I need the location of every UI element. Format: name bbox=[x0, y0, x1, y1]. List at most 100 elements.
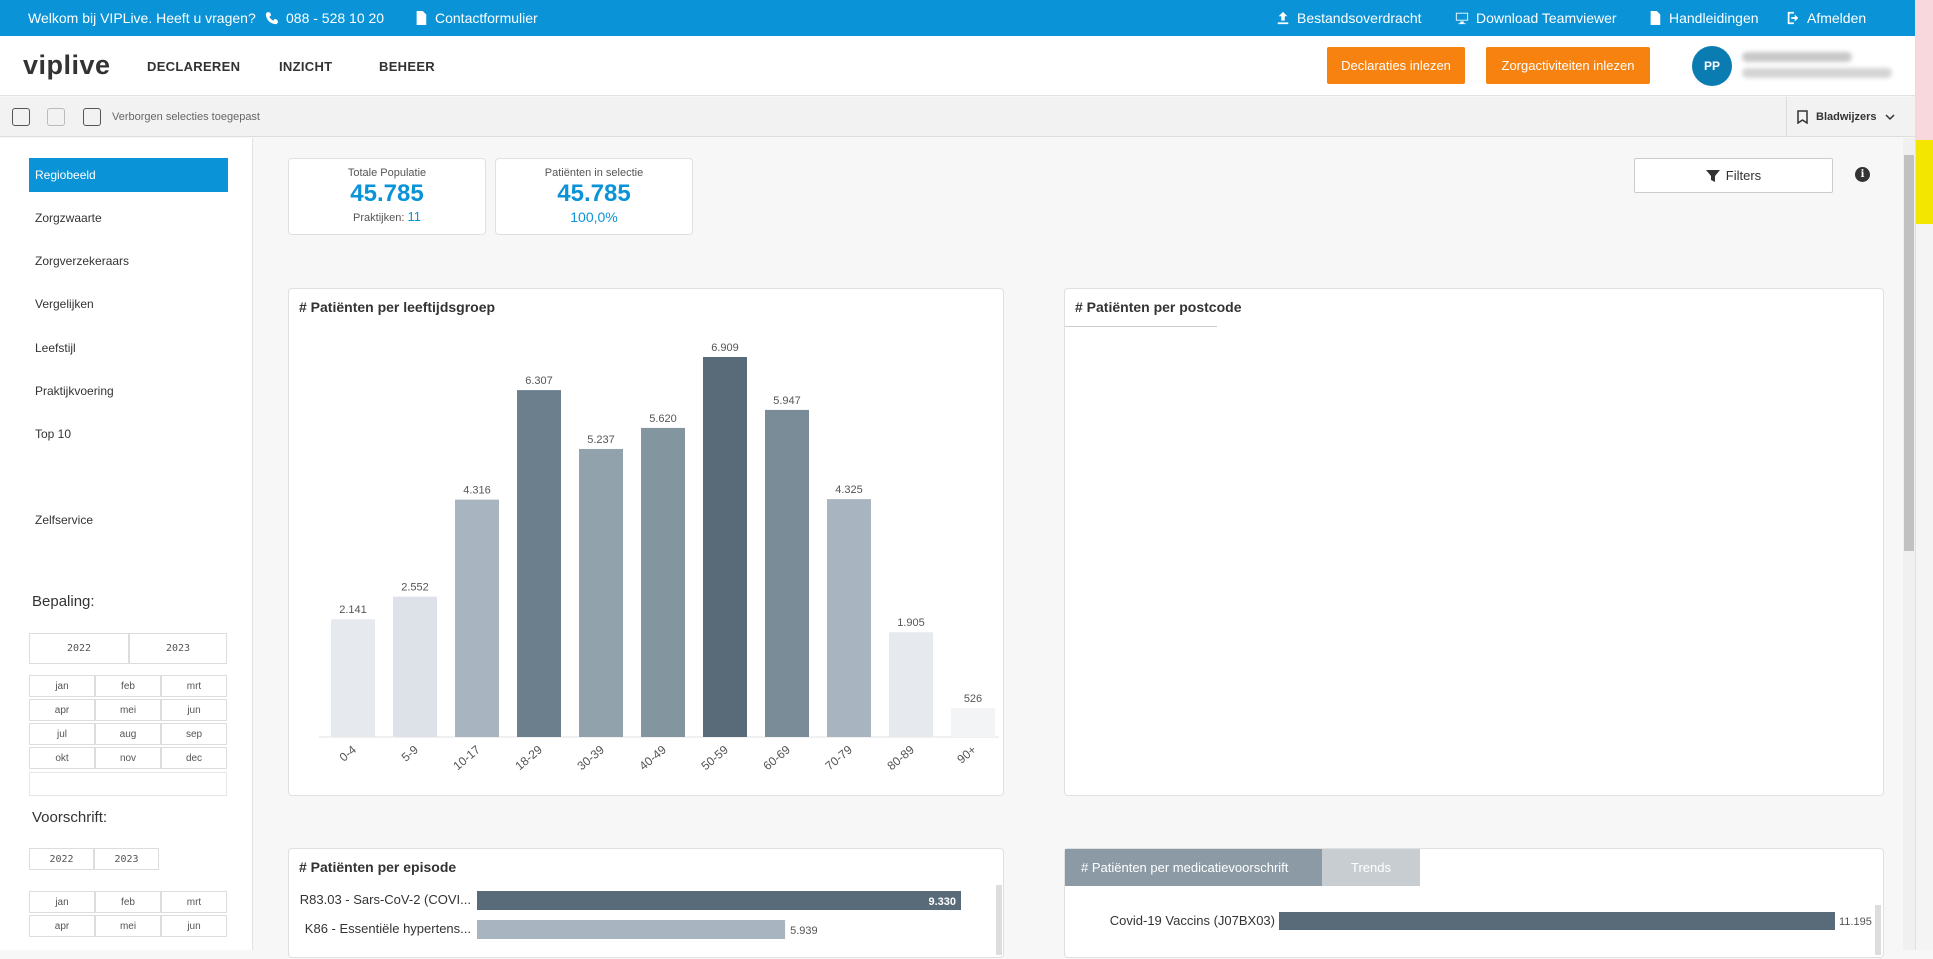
chevron-down-icon bbox=[1885, 114, 1895, 121]
filters-button[interactable]: Filters bbox=[1634, 158, 1833, 193]
bookmark-icon bbox=[1797, 110, 1808, 124]
patients-in-selection-percentage: 100,0% bbox=[570, 209, 618, 225]
sidebar-item-zorgverzekeraars[interactable]: Zorgverzekeraars bbox=[35, 254, 130, 268]
medication-chart-card: # Patiënten per medicatievoorschrift Tre… bbox=[1064, 848, 1884, 958]
welcome-text: Welkom bij VIPLive. Heeft u vragen? bbox=[28, 10, 256, 26]
year-2022[interactable]: 2022 bbox=[29, 848, 94, 870]
month-aug[interactable]: aug bbox=[95, 723, 161, 745]
bar bbox=[827, 499, 871, 737]
tab-medicatievoorschrift[interactable]: # Patiënten per medicatievoorschrift bbox=[1065, 849, 1322, 886]
month-sep[interactable]: sep bbox=[161, 723, 227, 745]
zorgactiviteiten-inlezen-button[interactable]: Zorgactiviteiten inlezen bbox=[1486, 47, 1650, 84]
practices-line: Praktijken: 11 bbox=[289, 209, 485, 224]
month-jun[interactable]: jun bbox=[161, 915, 227, 937]
nav-declareren[interactable]: DECLAREREN bbox=[147, 59, 241, 74]
bar-group: 4.316 10-17 bbox=[450, 485, 499, 773]
medication-scrollbar[interactable] bbox=[1875, 905, 1881, 955]
month-apr[interactable]: apr bbox=[29, 915, 95, 937]
category-tick-label: 18-29 bbox=[512, 742, 545, 773]
bar-value-label: 6.909 bbox=[711, 342, 739, 354]
episode-scrollbar[interactable] bbox=[996, 885, 1002, 955]
bar-value-label: 2.552 bbox=[401, 582, 429, 594]
month-jun[interactable]: jun bbox=[161, 699, 227, 721]
bar-group: 5.620 40-49 bbox=[636, 413, 685, 773]
sidebar-item-vergelijken[interactable]: Vergelijken bbox=[35, 297, 94, 311]
bepaling-empty-row bbox=[29, 772, 227, 796]
document-icon bbox=[1650, 11, 1661, 25]
bar bbox=[889, 632, 933, 737]
monitor-icon bbox=[1455, 12, 1469, 25]
age-chart-title: # Patiënten per leeftijdsgroep bbox=[299, 299, 496, 315]
episode-chart-card: # Patiënten per episode R83.03 - Sars-Co… bbox=[288, 848, 1004, 958]
logout-link[interactable]: Afmelden bbox=[1786, 10, 1866, 26]
patients-in-selection-label: Patiënten in selectie bbox=[544, 167, 644, 179]
declaraties-inlezen-button[interactable]: Declaraties inlezen bbox=[1327, 47, 1465, 84]
back-selection-icon[interactable] bbox=[12, 108, 30, 126]
avatar[interactable]: PP bbox=[1692, 46, 1732, 86]
episode-bar bbox=[477, 891, 961, 910]
bar bbox=[641, 427, 685, 737]
sidebar-item-leefstijl[interactable]: Leefstijl bbox=[35, 341, 76, 355]
page-scrollbar-thumb[interactable] bbox=[1904, 155, 1914, 551]
browser-side-strip bbox=[1915, 0, 1933, 950]
category-tick-label: 50-59 bbox=[698, 742, 731, 773]
month-okt[interactable]: okt bbox=[29, 747, 95, 769]
episode-chart-title: # Patiënten per episode bbox=[299, 859, 457, 875]
month-mei[interactable]: mei bbox=[95, 915, 161, 937]
month-mei[interactable]: mei bbox=[95, 699, 161, 721]
file-transfer-link[interactable]: Bestandsoverdracht bbox=[1276, 10, 1422, 26]
month-mrt[interactable]: mrt bbox=[161, 675, 227, 697]
sidebar-item-zelfservice[interactable]: Zelfservice bbox=[35, 513, 94, 527]
medication-bar bbox=[1279, 912, 1835, 930]
month-feb[interactable]: feb bbox=[95, 891, 161, 913]
bar-value-label: 6.307 bbox=[525, 375, 553, 387]
viplive-logo[interactable]: viplive bbox=[23, 50, 111, 80]
bar-group: 5.237 30-39 bbox=[574, 434, 623, 773]
tab-trends[interactable]: Trends bbox=[1322, 849, 1420, 886]
month-jan[interactable]: jan bbox=[29, 675, 95, 697]
nav-beheer[interactable]: BEHEER bbox=[379, 59, 435, 74]
patients-in-selection-value: 45.785 bbox=[557, 180, 631, 207]
episode-category-label: R83.03 - Sars-CoV-2 (COVI... bbox=[300, 892, 471, 907]
month-jan[interactable]: jan bbox=[29, 891, 95, 913]
bar-value-label: 2.141 bbox=[339, 604, 367, 616]
manuals-link[interactable]: Handleidingen bbox=[1648, 10, 1759, 26]
nav-inzicht[interactable]: INZICHT bbox=[279, 59, 333, 74]
logout-label: Afmelden bbox=[1807, 10, 1867, 26]
postcode-chart-title: # Patiënten per postcode bbox=[1075, 299, 1242, 315]
filter-icon bbox=[1705, 169, 1720, 182]
user-email-redacted bbox=[1742, 68, 1892, 78]
info-icon[interactable]: i bbox=[1855, 167, 1870, 182]
bar-group: 5.947 60-69 bbox=[760, 395, 809, 773]
sidebar-item-regiobeeld[interactable]: Regiobeeld bbox=[29, 158, 228, 192]
hidden-selections-text: Verborgen selecties toegepast bbox=[112, 111, 260, 123]
bar-group: 4.325 70-79 bbox=[822, 484, 871, 773]
category-tick-label: 5-9 bbox=[399, 742, 422, 764]
month-dec[interactable]: dec bbox=[161, 747, 227, 769]
month-nov[interactable]: nov bbox=[95, 747, 161, 769]
bar-value-label: 1.905 bbox=[897, 617, 925, 629]
voorschrift-heading: Voorschrift: bbox=[32, 809, 108, 826]
phone-link[interactable]: 088 - 528 10 20 bbox=[265, 10, 384, 26]
year-2023[interactable]: 2023 bbox=[94, 848, 159, 870]
contact-form-link[interactable]: Contactformulier bbox=[414, 10, 538, 26]
episode-category-label: K86 - Essentiële hypertens... bbox=[305, 921, 471, 936]
sidebar-item-zorgzwaarte[interactable]: Zorgzwaarte bbox=[35, 211, 102, 225]
bar bbox=[703, 357, 747, 737]
year-2023[interactable]: 2023 bbox=[129, 633, 227, 664]
sidebar-item-praktijkvoering[interactable]: Praktijkvoering bbox=[35, 384, 114, 398]
month-feb[interactable]: feb bbox=[95, 675, 161, 697]
teamviewer-link[interactable]: Download Teamviewer bbox=[1455, 10, 1617, 26]
age-group-bar-chart: 2.141 0-4 2.552 5-9 4.316 10-17 6.307 18-29 5.23… bbox=[319, 342, 999, 773]
bar-group: 1.905 80-89 bbox=[884, 617, 933, 773]
forward-selection-icon[interactable] bbox=[47, 108, 65, 126]
month-jul[interactable]: jul bbox=[29, 723, 95, 745]
year-2022[interactable]: 2022 bbox=[29, 633, 129, 664]
bookmarks-button[interactable]: Bladwijzers bbox=[1786, 97, 1933, 137]
bar bbox=[951, 708, 995, 737]
sidebar-item-top10[interactable]: Top 10 bbox=[35, 427, 72, 441]
clear-selection-icon[interactable] bbox=[83, 108, 101, 126]
month-mrt[interactable]: mrt bbox=[161, 891, 227, 913]
category-tick-label: 80-89 bbox=[884, 742, 917, 773]
month-apr[interactable]: apr bbox=[29, 699, 95, 721]
